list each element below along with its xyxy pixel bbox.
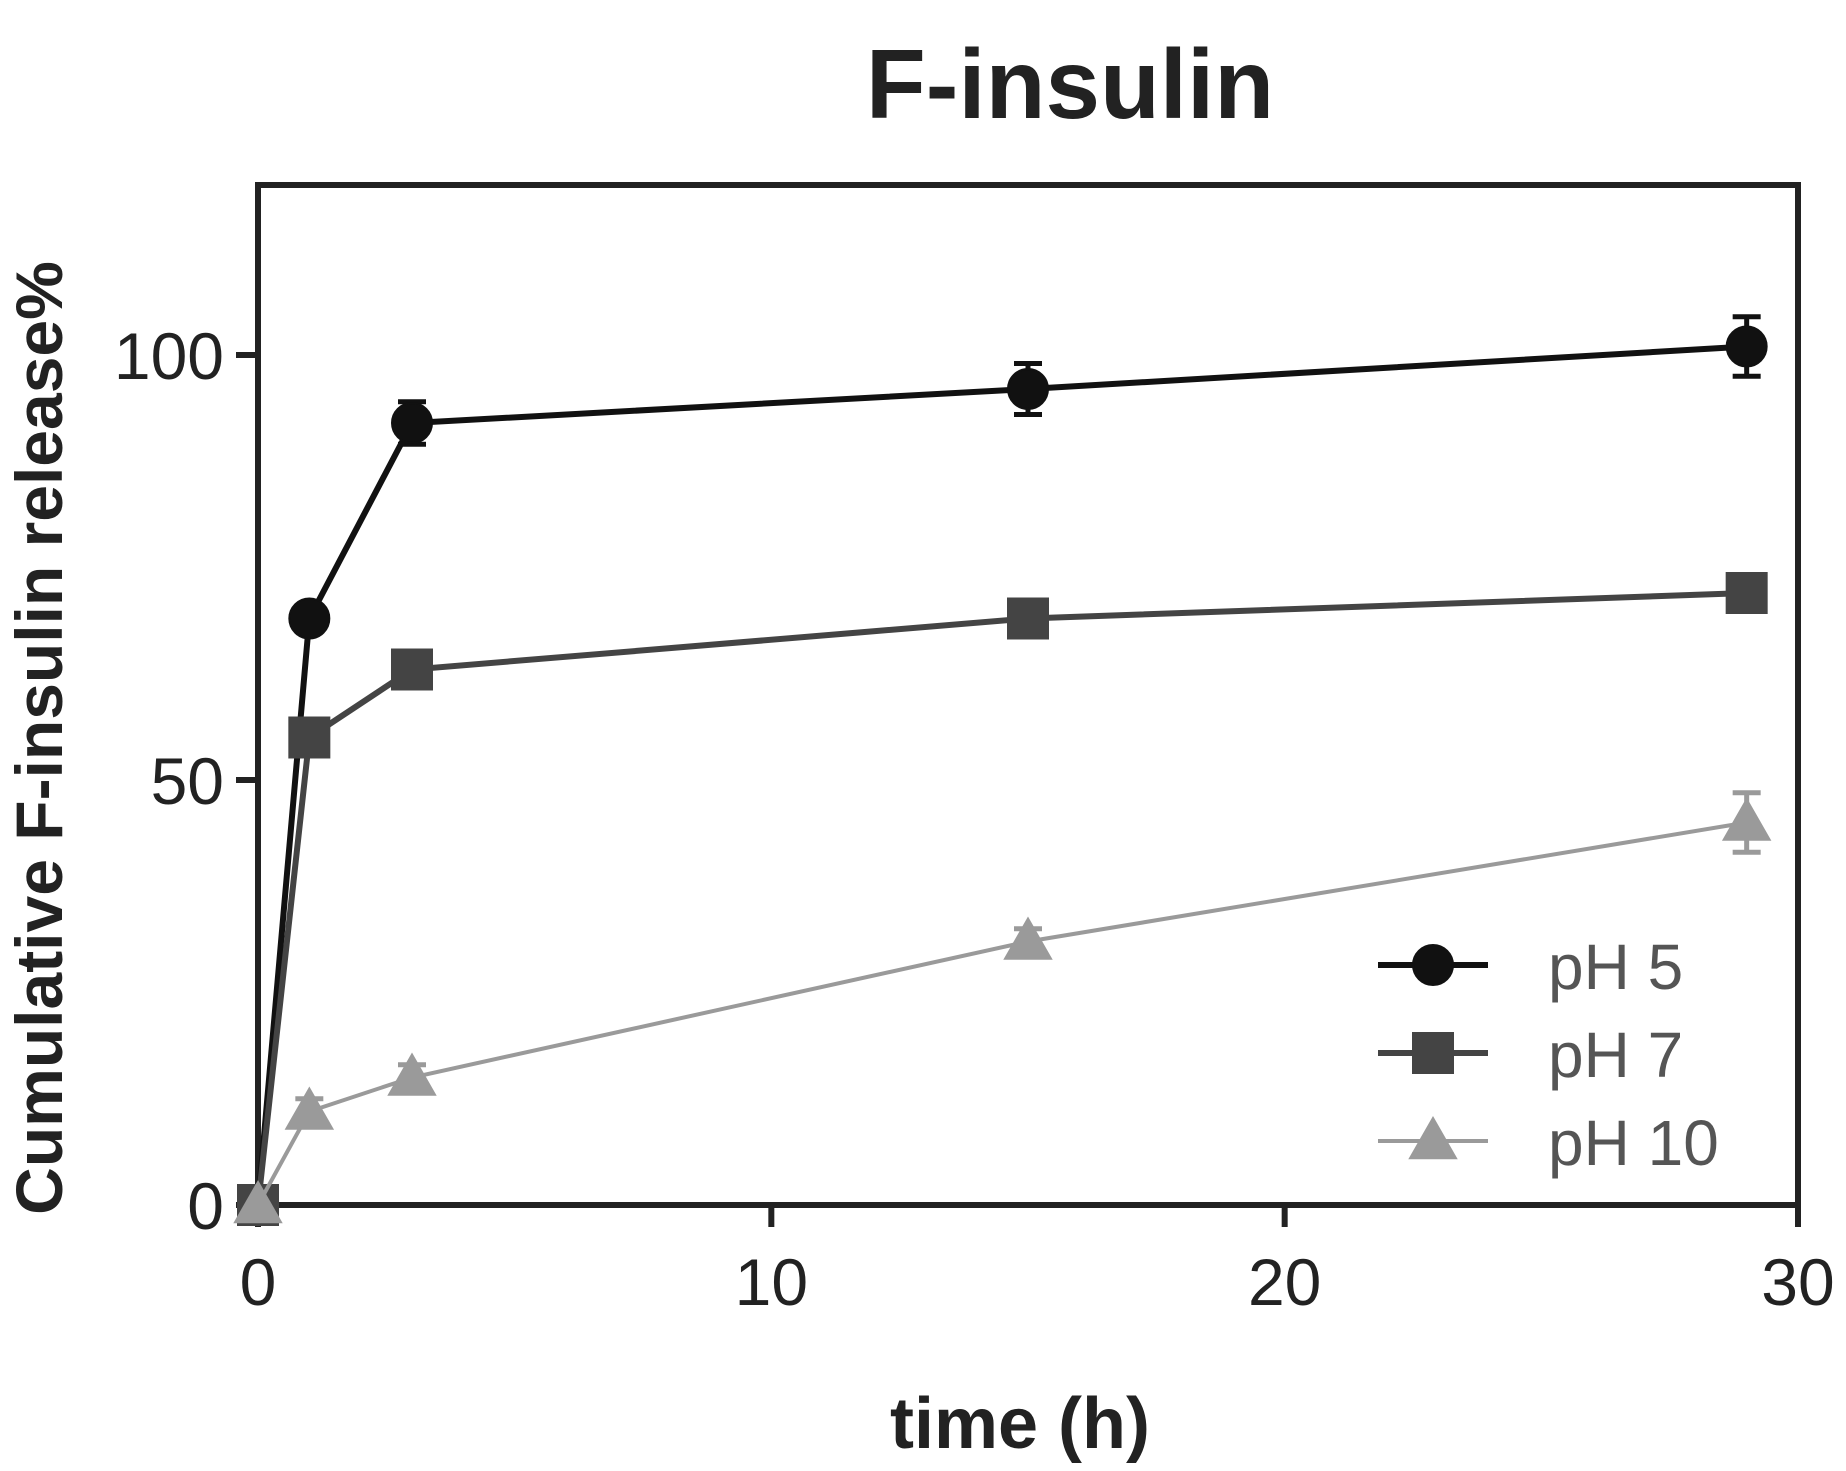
legend-entry: pH 5 — [1378, 931, 1683, 1003]
y-tick-label: 50 — [151, 744, 224, 818]
data-point — [1007, 597, 1049, 640]
x-tick-label: 30 — [1761, 1245, 1834, 1319]
series-ph-5 — [237, 314, 1768, 1226]
series-line — [255, 590, 1747, 1206]
chart-title: F-insulin — [866, 29, 1274, 139]
series-line — [256, 820, 1747, 1206]
x-tick-label: 20 — [1248, 1245, 1321, 1319]
data-point — [1003, 916, 1053, 960]
axis-ticks: 0 50 100 0 10 20 30 — [114, 319, 1835, 1319]
legend-label: pH 10 — [1548, 1107, 1719, 1179]
data-point — [288, 597, 331, 640]
series-layer — [233, 314, 1772, 1226]
x-tick-label: 10 — [735, 1245, 808, 1319]
legend-label: pH 5 — [1548, 931, 1683, 1003]
x-axis-label: time (h) — [890, 1384, 1150, 1464]
legend: pH 5 pH 7 pH 10 — [1378, 931, 1719, 1179]
legend-marker — [1408, 1115, 1458, 1160]
data-point — [1007, 368, 1049, 410]
data-point — [387, 1052, 437, 1096]
series-ph-10 — [233, 790, 1772, 1224]
data-point — [288, 716, 331, 759]
data-point — [391, 402, 433, 444]
y-axis-label: Cumulative F-insulin release% — [2, 261, 76, 1215]
legend-entry: pH 10 — [1378, 1107, 1719, 1179]
x-tick-label: 0 — [240, 1245, 277, 1319]
data-point — [1721, 797, 1772, 841]
series-line — [255, 343, 1747, 1206]
legend-marker — [1412, 1032, 1454, 1074]
data-point — [233, 1179, 283, 1224]
plot-frame — [255, 182, 1801, 1208]
legend-entry: pH 7 — [1378, 1019, 1683, 1091]
y-tick-label: 100 — [114, 319, 224, 393]
series-ph-7 — [237, 572, 1768, 1226]
data-point — [1725, 325, 1768, 368]
data-point — [391, 648, 433, 691]
data-point — [1725, 572, 1768, 614]
data-point — [284, 1086, 335, 1130]
y-tick-label: 0 — [187, 1169, 224, 1243]
legend-marker — [1412, 944, 1454, 986]
legend-label: pH 7 — [1548, 1019, 1683, 1091]
